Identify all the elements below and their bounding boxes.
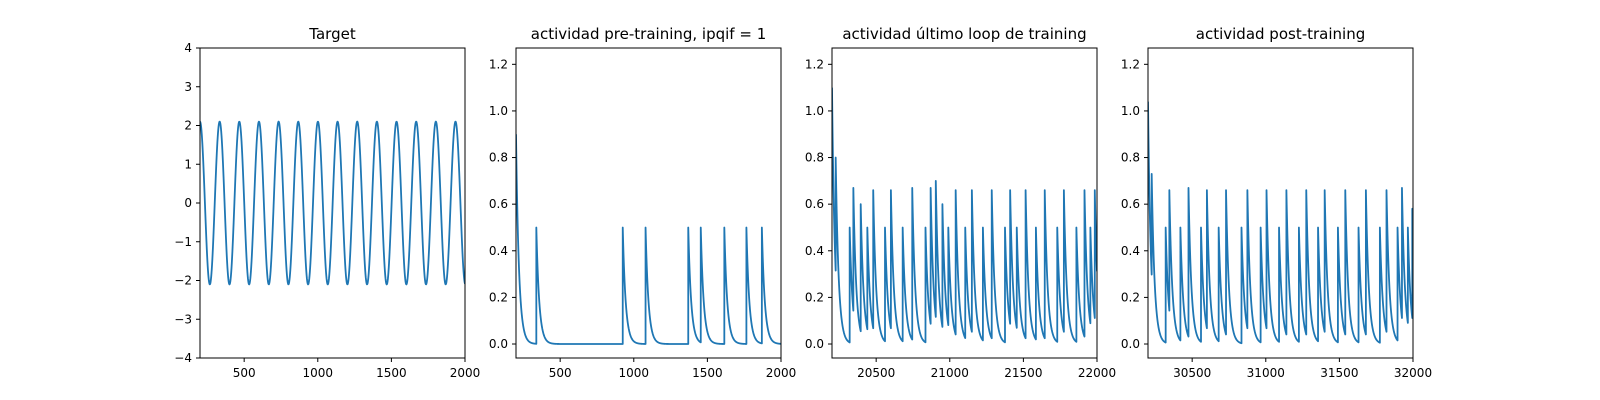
y-tick-label: −2 — [174, 274, 192, 288]
series-line — [516, 134, 781, 345]
x-tick-label: 20500 — [857, 366, 895, 380]
y-tick-label: 0.0 — [1121, 337, 1140, 351]
series-line — [832, 87, 1097, 344]
series-line — [200, 120, 465, 286]
x-tick-label: 1500 — [376, 366, 407, 380]
y-tick-label: 0 — [184, 196, 192, 210]
y-tick-label: 0.4 — [805, 244, 824, 258]
y-tick-label: 0.0 — [805, 337, 824, 351]
x-tick-label: 500 — [233, 366, 256, 380]
x-tick-label: 22000 — [1078, 366, 1116, 380]
chart-title: actividad post-training — [1196, 25, 1365, 43]
y-tick-label: −1 — [174, 235, 192, 249]
panel-target: 500 1000 1500 2000 −4 −3 −2 −1 0 1 2 3 4 Target — [174, 25, 480, 380]
y-tick-label: 0.8 — [805, 151, 824, 165]
y-tick-label: 1.0 — [1121, 104, 1140, 118]
y-tick-label: 0.6 — [489, 197, 508, 211]
panel-post-training: 30500 31000 31500 32000 0.0 0.2 0.4 0.6 0.8 1.0 1.… — [1121, 25, 1432, 380]
y-tick-label: 0.4 — [1121, 244, 1140, 258]
y-tick-label: 3 — [184, 80, 192, 94]
y-tick-label: 0.2 — [1121, 290, 1140, 304]
y-tick-label: 0.0 — [489, 337, 508, 351]
y-tick-label: 0.8 — [1121, 151, 1140, 165]
axes-frame — [515, 47, 782, 359]
axes-frame — [831, 47, 1098, 359]
y-tick-label: 0.6 — [1121, 197, 1140, 211]
y-tick-label: 0.4 — [489, 244, 508, 258]
x-tick-label: 21000 — [931, 366, 969, 380]
y-tick-label: 0.2 — [805, 290, 824, 304]
x-tick-label: 32000 — [1394, 366, 1432, 380]
x-tick-label: 2000 — [450, 366, 481, 380]
panel-last-training-loop: 20500 21000 21500 22000 0.0 0.2 0.4 0.6 0.8 1.0 1.… — [805, 25, 1116, 380]
y-tick-label: 0.8 — [489, 151, 508, 165]
x-tick-label: 500 — [549, 366, 572, 380]
y-tick-label: −3 — [174, 312, 192, 326]
x-tick-label: 21500 — [1004, 366, 1042, 380]
y-tick-label: 2 — [184, 119, 192, 133]
y-tick-label: −4 — [174, 351, 192, 365]
y-tick-label: 0.6 — [805, 197, 824, 211]
panel-pre-training: 500 1000 1500 2000 0.0 0.2 0.4 0.6 0.8 1.0 1.2 acti… — [489, 25, 796, 380]
x-tick-label: 1000 — [619, 366, 650, 380]
y-tick-label: 4 — [184, 41, 192, 55]
y-tick-label: 1.0 — [489, 104, 508, 118]
y-tick-label: 1 — [184, 157, 192, 171]
chart-title: Target — [308, 25, 356, 43]
x-tick-label: 30500 — [1173, 366, 1211, 380]
y-tick-label: 0.2 — [489, 290, 508, 304]
series-line — [1148, 101, 1413, 345]
chart-title: actividad último loop de training — [842, 25, 1086, 43]
x-tick-label: 1500 — [692, 366, 723, 380]
x-tick-label: 1000 — [303, 366, 334, 380]
y-tick-label: 1.0 — [805, 104, 824, 118]
chart-title: actividad pre-training, ipqif = 1 — [531, 25, 767, 43]
y-tick-label: 1.2 — [489, 57, 508, 71]
axes-frame — [1147, 47, 1414, 359]
y-tick-label: 1.2 — [1121, 57, 1140, 71]
x-tick-label: 31500 — [1320, 366, 1358, 380]
y-tick-label: 1.2 — [805, 57, 824, 71]
x-tick-label: 2000 — [766, 366, 797, 380]
x-tick-label: 31000 — [1247, 366, 1285, 380]
